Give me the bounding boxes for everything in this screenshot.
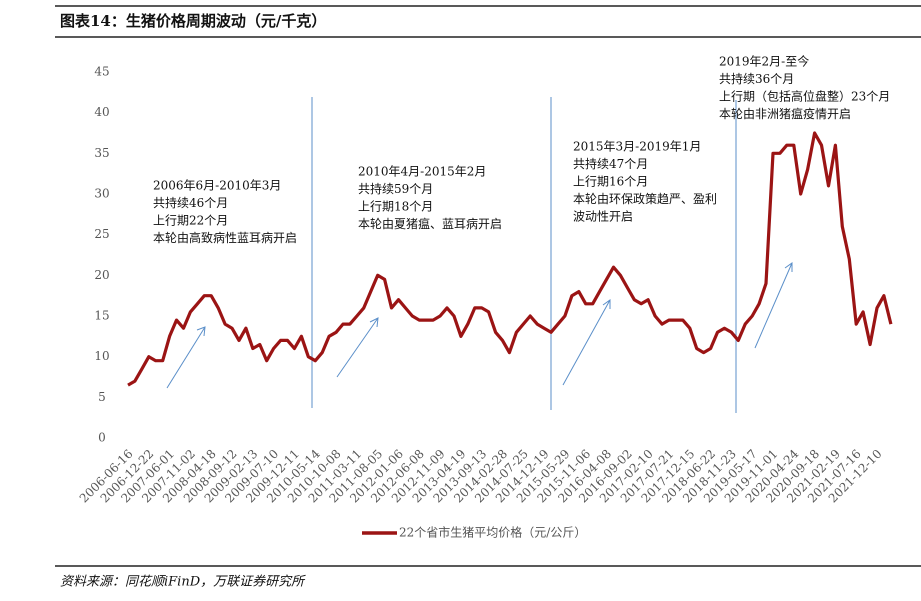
chart-title: 图表14：生猪价格周期波动（元/千克） [60, 12, 326, 30]
annotation: 本轮由环保政策趋严、盈利 [573, 192, 717, 206]
series-line [127, 131, 893, 387]
y-tick-label: 40 [94, 105, 109, 119]
annotation: 共持续47个月 [573, 156, 648, 171]
annotation: 2010年4月-2015年2月 [358, 165, 486, 179]
y-tick-label: 45 [94, 65, 109, 79]
annotation: 共持续59个月 [358, 181, 433, 196]
arrows [166, 262, 793, 389]
annotation: 上行期（包括高位盘整）23个月 [719, 89, 890, 104]
annotation: 上行期18个月 [358, 200, 433, 214]
legend-label: 22个省市生猪平均价格（元/公斤） [399, 525, 586, 540]
y-tick-label: 15 [94, 309, 109, 323]
annotation: 2006年6月-2010年3月 [153, 179, 281, 193]
annotation: 本轮由夏猪瘟、蓝耳病开启 [358, 216, 502, 231]
y-tick-label: 20 [94, 268, 109, 282]
y-tick-label: 25 [94, 227, 109, 241]
annotation: 2019年2月-至今 [719, 54, 809, 69]
annotation: 2015年3月-2019年1月 [573, 140, 701, 154]
y-tick-label: 35 [94, 146, 109, 160]
annotation: 共持续46个月 [153, 195, 228, 210]
y-tick-label: 10 [94, 349, 109, 363]
y-tick-label: 0 [98, 431, 106, 445]
source: 资料来源：同花顺iFinD，万联证券研究所 [60, 574, 306, 590]
annotation: 本轮由高致病性蓝耳病开启 [153, 230, 297, 245]
y-tick-label: 5 [98, 390, 106, 404]
annotation: 上行期16个月 [573, 175, 648, 189]
annotation: 本轮由非洲猪瘟疫情开启 [719, 106, 851, 121]
annotation: 上行期22个月 [153, 214, 228, 228]
y-tick-label: 30 [94, 187, 109, 201]
annotation: 波动性开启 [573, 210, 633, 224]
annotation: 共持续36个月 [719, 71, 794, 86]
